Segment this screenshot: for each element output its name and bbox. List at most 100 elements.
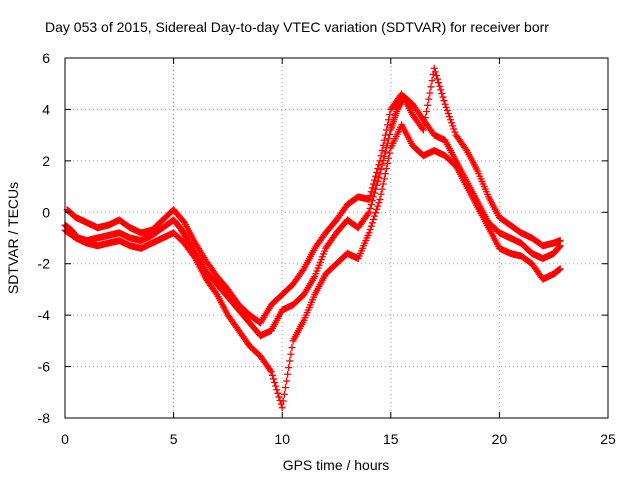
data-point-fill	[367, 188, 375, 196]
data-point-fill	[448, 119, 456, 127]
x-tick-label: 15	[383, 431, 399, 447]
data-point	[419, 126, 427, 134]
data-point-fill	[380, 136, 388, 144]
data-point-fill	[374, 165, 382, 173]
data-point	[556, 265, 564, 273]
data-point-fill	[428, 77, 436, 85]
y-tick-label: 2	[42, 153, 50, 169]
data-point-fill	[273, 386, 281, 394]
data-point-fill	[275, 393, 283, 401]
data-point-fill	[374, 177, 382, 185]
x-tick-label: 20	[492, 431, 508, 447]
data-point-fill	[386, 130, 394, 138]
data-point-fill	[436, 82, 444, 90]
data-point	[365, 195, 373, 203]
data-point-fill	[371, 212, 379, 220]
data-point-fill	[378, 147, 386, 155]
series-points	[61, 121, 564, 412]
data-point-fill	[439, 93, 447, 101]
data-point-fill	[427, 83, 435, 91]
data-point-fill	[377, 152, 385, 160]
data-point-fill	[444, 110, 452, 118]
data-point-fill	[378, 185, 386, 193]
data-point-fill	[373, 205, 381, 213]
data-point-fill	[422, 114, 430, 122]
data-point-fill	[381, 148, 389, 156]
y-axis-label: SDTVAR / TECUs	[5, 182, 21, 294]
data-point-fill	[382, 165, 390, 173]
data-point-fill	[375, 199, 383, 207]
data-point-fill	[433, 75, 441, 83]
x-axis-label: GPS time / hours	[283, 457, 390, 473]
data-point-fill	[367, 222, 375, 230]
data-point-fill	[270, 375, 278, 383]
y-tick-label: -4	[38, 307, 51, 323]
data-point-fill	[425, 95, 433, 103]
data-point-fill	[375, 174, 383, 182]
data-point-fill	[377, 190, 385, 198]
data-point	[376, 195, 384, 203]
data-point-fill	[368, 197, 376, 205]
data-point-fill	[369, 193, 377, 201]
y-tick-label: 4	[42, 101, 50, 117]
data-point-fill	[384, 159, 392, 167]
data-point-fill	[299, 266, 307, 274]
data-point-fill	[451, 128, 459, 136]
data-point-fill	[271, 379, 279, 387]
data-point-fill	[385, 135, 393, 143]
data-point	[278, 404, 286, 412]
data-point-fill	[424, 101, 432, 109]
data-point-fill	[280, 390, 288, 398]
data-point-fill	[367, 201, 375, 209]
data-point-fill	[379, 180, 387, 188]
data-point-fill	[366, 226, 374, 234]
data-point-fill	[385, 116, 393, 124]
data-point-fill	[279, 397, 287, 405]
data-point-fill	[438, 89, 446, 97]
data-point-fill	[366, 192, 374, 200]
data-point-fill	[440, 97, 448, 105]
data-point-fill	[372, 172, 380, 180]
data-point-fill	[368, 219, 376, 227]
data-point-fill	[368, 184, 376, 192]
data-point-fill	[373, 181, 381, 189]
data-point-fill	[442, 103, 450, 111]
data-point-fill	[386, 149, 394, 157]
plot-frame	[64, 57, 609, 419]
data-point	[376, 157, 384, 165]
data-point-fill	[374, 202, 382, 210]
data-point-fill	[283, 377, 291, 385]
data-point-fill	[379, 141, 387, 149]
data-point-fill	[274, 389, 282, 397]
data-point-fill	[380, 175, 388, 183]
data-point-fill	[212, 289, 220, 297]
data-point-fill	[443, 106, 451, 114]
grid-lines	[65, 58, 608, 418]
data-point-fill	[371, 176, 379, 184]
data-points	[61, 64, 564, 412]
data-point-fill	[431, 68, 439, 76]
y-tick-label: -8	[38, 410, 51, 426]
data-point-fill	[266, 366, 274, 374]
data-point-fill	[386, 111, 394, 119]
data-point-fill	[384, 121, 392, 129]
data-point-fill	[420, 120, 428, 128]
y-tick-label: -6	[38, 359, 51, 375]
x-tick-label: 5	[170, 431, 178, 447]
data-point-fill	[462, 145, 470, 153]
x-tick-label: 10	[274, 431, 290, 447]
data-point-fill	[382, 126, 390, 134]
data-point-fill	[385, 154, 393, 162]
data-point-fill	[555, 243, 563, 251]
data-point-fill	[381, 170, 389, 178]
data-point-fill	[281, 384, 289, 392]
data-point-fill	[447, 116, 455, 124]
data-point-fill	[432, 71, 440, 79]
data-point-fill	[364, 210, 372, 218]
data-point-fill	[371, 189, 379, 197]
data-point	[365, 229, 373, 237]
data-point-fill	[423, 107, 431, 115]
data-point-fill	[285, 364, 293, 372]
data-point-fill	[284, 370, 292, 378]
